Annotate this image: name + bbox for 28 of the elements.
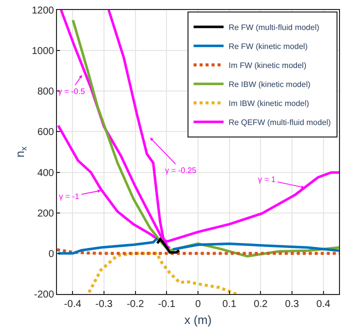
y-tick-label: 400 bbox=[37, 168, 54, 179]
legend-label: Re QEFW (multi-fluid model) bbox=[228, 118, 332, 128]
x-tick-label: -0.4 bbox=[64, 299, 82, 310]
y-tick-label: 0 bbox=[48, 248, 54, 260]
x-tick-label: 0.4 bbox=[316, 299, 331, 310]
x-tick-label: -0.3 bbox=[95, 299, 114, 310]
annotation: γ = -1 bbox=[59, 192, 80, 201]
legend-label: Re IBW (kinetic model) bbox=[228, 80, 311, 90]
annotation: γ = -0.5 bbox=[58, 87, 86, 96]
legend-label: Im IBW (kinetic model) bbox=[228, 99, 310, 108]
annotation: γ = -0.25 bbox=[165, 166, 197, 175]
x-tick-label: 0.3 bbox=[285, 299, 300, 310]
x-tick-label: -0.2 bbox=[126, 299, 144, 310]
annotation: γ = 1 bbox=[258, 175, 276, 184]
x-tick-label: 0.1 bbox=[222, 299, 237, 310]
legend-label: Im FW (kinetic model) bbox=[228, 61, 307, 70]
x-tick-label: 0.2 bbox=[254, 299, 268, 310]
y-tick-label: 1200 bbox=[32, 6, 54, 16]
y-tick-label: -200 bbox=[34, 290, 54, 300]
y-tick-label: 1000 bbox=[32, 46, 54, 58]
y-tick-label: 200 bbox=[37, 208, 54, 220]
y-tick-label: 600 bbox=[37, 127, 54, 138]
y-tick-label: 800 bbox=[37, 86, 54, 98]
legend-label: Re FW (kinetic model) bbox=[228, 42, 308, 52]
x-tick-label: 0 bbox=[195, 299, 202, 310]
x-tick-label: -0.1 bbox=[158, 299, 176, 310]
x-axis-title: x (m) bbox=[184, 312, 212, 327]
legend-label: Re FW (multi-fluid model) bbox=[228, 23, 320, 32]
